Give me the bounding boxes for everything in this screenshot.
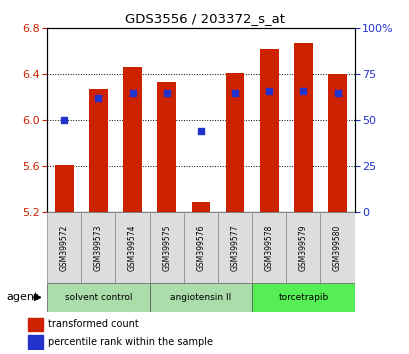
Text: GSM399572: GSM399572 (60, 224, 69, 271)
Bar (183, 212, 218, 283)
Bar (123, 67, 142, 212)
Point (265, 88, 272, 94)
Bar (157, 82, 176, 212)
Text: GSM399576: GSM399576 (196, 224, 205, 271)
Bar (149, 283, 252, 312)
Text: GSM399580: GSM399580 (332, 224, 341, 271)
Point (197, 129, 204, 134)
Bar (115, 212, 149, 283)
Text: agent: agent (6, 292, 38, 302)
Bar (285, 212, 320, 283)
Text: solvent control: solvent control (65, 293, 132, 302)
Bar (327, 74, 346, 212)
Text: percentile rank within the sample: percentile rank within the sample (48, 337, 213, 347)
Point (163, 90, 170, 96)
Bar (81, 212, 115, 283)
Text: GSM399579: GSM399579 (298, 224, 307, 271)
Bar (252, 212, 285, 283)
Bar (218, 212, 252, 283)
Text: angiotensin II: angiotensin II (170, 293, 231, 302)
Text: GSM399573: GSM399573 (94, 224, 103, 271)
Text: GSM399575: GSM399575 (162, 224, 171, 271)
Bar (55, 165, 74, 212)
Point (333, 90, 340, 96)
Bar (28, 318, 43, 331)
Bar (293, 43, 312, 212)
Point (231, 90, 238, 96)
Text: GSM399577: GSM399577 (230, 224, 239, 271)
Bar (252, 283, 354, 312)
Text: GSM399578: GSM399578 (264, 224, 273, 271)
Bar (89, 89, 108, 212)
Point (61, 118, 67, 123)
Bar (191, 202, 210, 212)
Point (129, 90, 135, 96)
Text: GSM399574: GSM399574 (128, 224, 137, 271)
Text: GDS3556 / 203372_s_at: GDS3556 / 203372_s_at (125, 12, 284, 25)
Point (299, 88, 306, 94)
Bar (47, 212, 81, 283)
Text: transformed count: transformed count (48, 319, 139, 329)
Bar (28, 335, 43, 349)
Bar (225, 73, 244, 212)
Bar (149, 212, 183, 283)
Bar (47, 283, 149, 312)
Bar (320, 212, 354, 283)
Point (95, 96, 101, 101)
Text: torcetrapib: torcetrapib (278, 293, 328, 302)
Bar (259, 49, 278, 212)
